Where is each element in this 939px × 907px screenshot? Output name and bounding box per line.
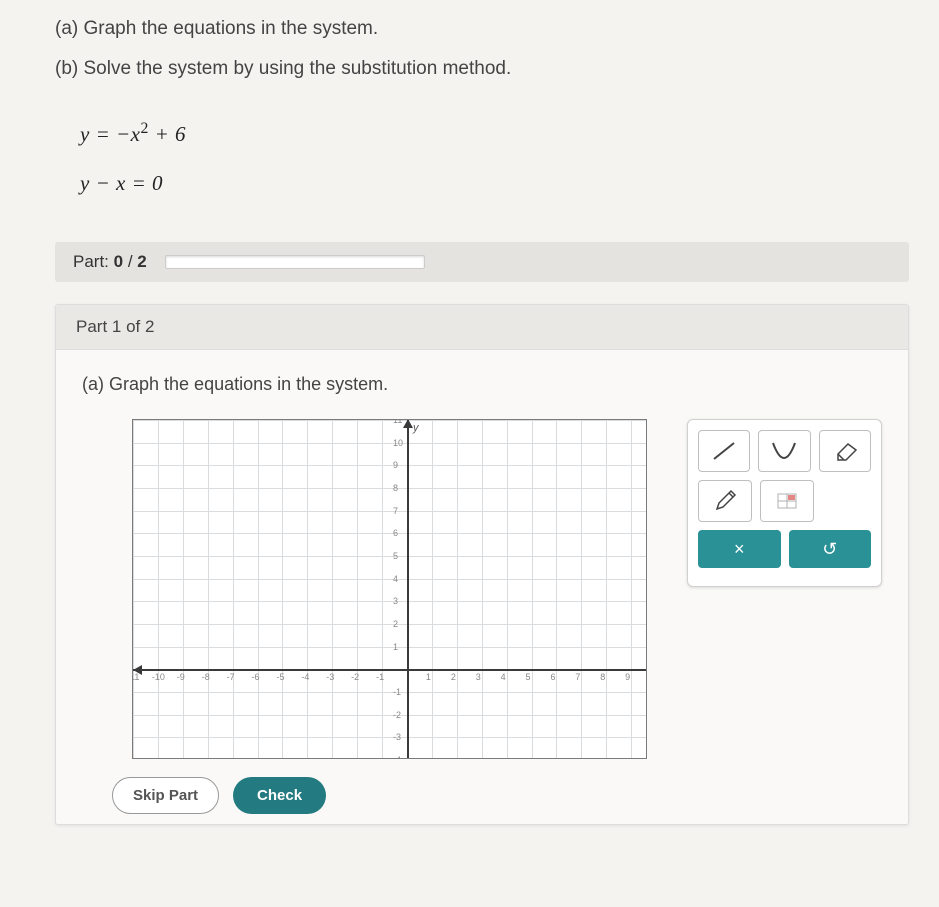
clear-button[interactable]: ×	[698, 530, 781, 568]
part-panel: Part 1 of 2 (a) Graph the equations in t…	[55, 304, 909, 825]
y-axis-label: y	[413, 422, 419, 434]
parabola-tool[interactable]	[758, 430, 810, 472]
equation-1: y = −x2 + 6	[80, 120, 909, 147]
parabola-icon	[769, 439, 799, 463]
pencil-tool[interactable]	[698, 480, 752, 522]
point-tool[interactable]	[760, 480, 814, 522]
skip-part-button[interactable]: Skip Part	[112, 777, 219, 814]
undo-icon: ↺	[822, 539, 837, 560]
question-b: (b) Solve the system by using the substi…	[55, 58, 909, 80]
progress-track	[165, 255, 425, 269]
check-button[interactable]: Check	[233, 777, 326, 814]
panel-prompt: (a) Graph the equations in the system.	[82, 374, 882, 395]
toolbox: × ↺	[687, 419, 882, 587]
line-icon	[710, 439, 738, 463]
eraser-tool[interactable]	[819, 430, 871, 472]
graph-canvas[interactable]: -11-10-9-8-7-6-5-4-3-2-11234567891011123…	[132, 419, 647, 759]
equation-2: y − x = 0	[80, 171, 909, 196]
close-icon: ×	[734, 539, 745, 560]
point-icon	[772, 488, 802, 514]
question-a: (a) Graph the equations in the system.	[55, 18, 909, 40]
panel-header: Part 1 of 2	[56, 305, 908, 350]
line-tool[interactable]	[698, 430, 750, 472]
progress-total: 2	[137, 252, 146, 271]
progress-bar: Part: 0 / 2	[55, 242, 909, 282]
progress-label: Part:	[73, 252, 114, 271]
progress-current: 0	[114, 252, 123, 271]
eraser-icon	[830, 440, 860, 462]
pencil-icon	[711, 487, 739, 515]
undo-button[interactable]: ↺	[789, 530, 872, 568]
